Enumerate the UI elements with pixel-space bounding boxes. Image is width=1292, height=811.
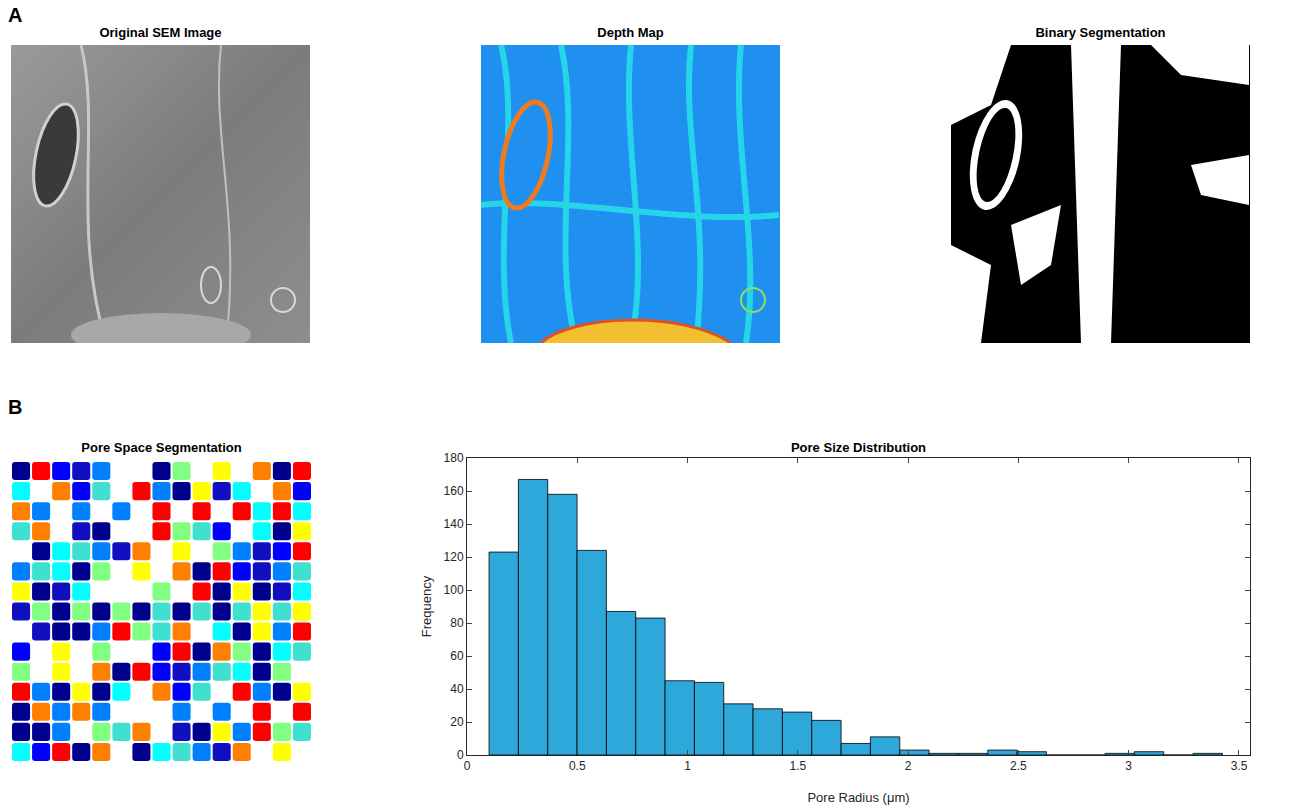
html-text:Pore Space Segmentation: Pore Space Segmentation	[81, 440, 242, 455]
svg-text:3: 3	[1125, 759, 1132, 773]
svg-text:0: 0	[464, 759, 471, 773]
svg-text:80: 80	[450, 616, 464, 630]
svg-text:140: 140	[444, 517, 464, 531]
svg-text:60: 60	[450, 649, 464, 663]
svg-text:0.5: 0.5	[569, 759, 586, 773]
svg-text:2.5: 2.5	[1010, 759, 1027, 773]
svg-text:0: 0	[457, 748, 464, 762]
svg-text:Frequency: Frequency	[419, 575, 434, 637]
svg-text:Pore Size Distribution: Pore Size Distribution	[791, 440, 926, 455]
svg-text:120: 120	[444, 550, 464, 564]
svg-text:180: 180	[444, 451, 464, 465]
svg-text:100: 100	[444, 583, 464, 597]
svg-text:160: 160	[444, 484, 464, 498]
html-text:Binary Segmentation: Binary Segmentation	[1035, 25, 1166, 40]
html-text:B: B	[8, 396, 23, 418]
svg-text:40: 40	[450, 682, 464, 696]
html-text:Depth Map: Depth Map	[597, 25, 664, 40]
svg-text:1.5: 1.5	[790, 759, 807, 773]
svg-text:20: 20	[450, 715, 464, 729]
html-text:A: A	[8, 4, 23, 26]
svg-text:3.5: 3.5	[1231, 759, 1248, 773]
svg-text:2: 2	[905, 759, 912, 773]
html-text:Original SEM Image: Original SEM Image	[99, 25, 222, 40]
svg-text:Pore Radius (μm): Pore Radius (μm)	[807, 790, 909, 805]
svg-text:1: 1	[684, 759, 691, 773]
